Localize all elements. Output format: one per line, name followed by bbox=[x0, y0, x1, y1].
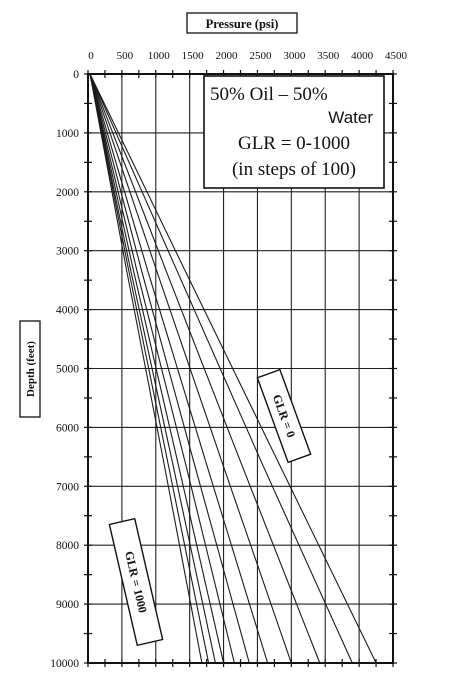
x-tick-label: 2000 bbox=[216, 50, 239, 62]
y-tick-label: 5000 bbox=[56, 364, 79, 376]
y-tick-label: 4000 bbox=[56, 305, 79, 317]
x-tick-label: 1500 bbox=[182, 50, 205, 62]
y-tick-label: 2000 bbox=[56, 187, 79, 199]
legend-line2: GLR = 0-1000 bbox=[238, 133, 350, 154]
axes: 0 500 1000 1500 2000 2500 3000 3500 4000 4500 0 100… bbox=[50, 50, 407, 670]
series-lines bbox=[89, 73, 377, 664]
legend-line1-a: 50% Oil – 50% bbox=[210, 84, 328, 105]
legend-box: 50% Oil – 50% Water GLR = 0-1000 (in ste… bbox=[203, 75, 385, 189]
x-tick-label: 3500 bbox=[317, 50, 340, 62]
y-tick-label: 0 bbox=[73, 69, 79, 81]
y-tick-label: 6000 bbox=[56, 422, 79, 434]
x-tick-label: 0 bbox=[88, 50, 94, 62]
series-line-glr-100 bbox=[89, 73, 353, 664]
y-tick-label: 7000 bbox=[56, 481, 79, 493]
legend-line3: (in steps of 100) bbox=[232, 159, 356, 180]
y-axis-label-text: Depth (feet) bbox=[25, 341, 37, 397]
series-line-glr-300 bbox=[89, 73, 292, 664]
series-line-glr-700 bbox=[89, 73, 225, 664]
y-tick-label: 3000 bbox=[56, 246, 79, 258]
y-tick-label: 10000 bbox=[50, 658, 79, 670]
series-line-glr-800 bbox=[89, 73, 216, 664]
series-line-glr-400 bbox=[89, 73, 269, 664]
chart-title-text: Pressure (psi) bbox=[206, 17, 279, 31]
chart-title: Pressure (psi) bbox=[186, 12, 298, 34]
x-tick-label: 1000 bbox=[148, 50, 171, 62]
x-tick-label: 500 bbox=[117, 50, 134, 62]
annotation-glr-0: GLR = 0 bbox=[256, 368, 312, 464]
x-tick-label: 4500 bbox=[385, 50, 408, 62]
series-line-glr-600 bbox=[89, 73, 235, 664]
y-tick-label: 9000 bbox=[56, 599, 79, 611]
y-tick-label: 8000 bbox=[56, 540, 79, 552]
y-tick-label: 1000 bbox=[56, 128, 79, 140]
series-line-glr-0 bbox=[89, 73, 377, 664]
legend-line1-b: Water bbox=[328, 108, 373, 127]
series-line-glr-900 bbox=[89, 73, 210, 664]
x-tick-label: 3000 bbox=[283, 50, 306, 62]
y-axis-label: Depth (feet) bbox=[19, 320, 41, 418]
x-tick-label: 2500 bbox=[249, 50, 272, 62]
series-line-glr-200 bbox=[89, 73, 321, 664]
x-tick-label: 4000 bbox=[351, 50, 374, 62]
series-line-glr-1000 bbox=[89, 73, 203, 664]
annotation-glr-1000: GLR = 1000 bbox=[108, 517, 164, 647]
series-line-glr-500 bbox=[89, 73, 250, 664]
